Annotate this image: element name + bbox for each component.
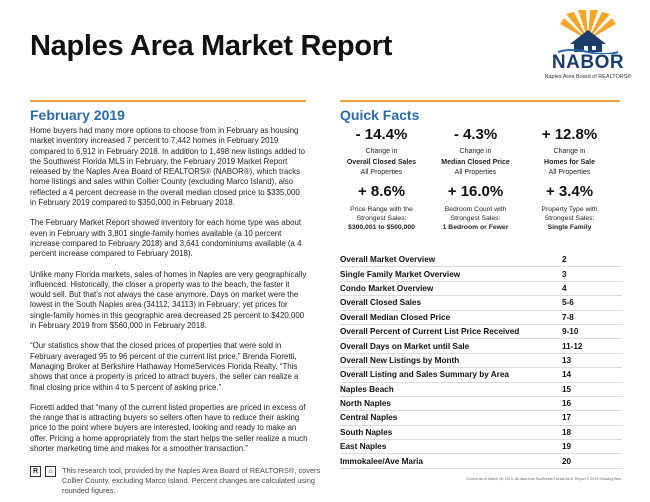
fact-value: + 8.6% (357, 183, 406, 200)
toc-label: Overall Listing and Sales Summary by Are… (340, 370, 509, 380)
toc-page: 3 (562, 269, 567, 279)
realtor-icon: R (30, 466, 41, 477)
toc-page: 19 (562, 442, 572, 452)
toc-row[interactable]: Overall Days on Market until Sale 11-12 (340, 339, 622, 354)
fact-line: Property Type with (541, 206, 598, 213)
toc-page: 16 (562, 399, 572, 409)
toc-page: 14 (562, 370, 572, 380)
fact-value: - 14.4% (355, 126, 408, 143)
toc-label: Overall Days on Market until Sale (340, 341, 470, 351)
toc-label: Central Naples (340, 413, 398, 423)
fact-value: + 12.8% (541, 126, 598, 143)
toc-row[interactable]: Single Family Market Overview 3 (340, 267, 622, 282)
toc-page: 11-12 (562, 341, 583, 351)
toc-row[interactable]: Condo Market Overview 4 (340, 282, 622, 297)
toc-label: East Naples (340, 442, 387, 452)
toc-page: 4 (562, 283, 567, 293)
toc-label: South Naples (340, 427, 393, 437)
nabor-logo: NABOR Naples Area Board of REALTORS® (538, 10, 638, 82)
fact-line: All Properties (454, 169, 497, 176)
fact-line: Homes for Sale (544, 158, 595, 166)
toc-page: 7-8 (562, 312, 574, 322)
fact-closed-sales: - 14.4% Change in Overall Closed Sales A… (335, 126, 428, 179)
fact-line: $300,001 to $500,000 (348, 224, 415, 231)
toc-row[interactable]: Overall Market Overview 2 (340, 253, 622, 268)
fact-value: - 4.3% (453, 126, 498, 143)
toc-row[interactable]: Naples Beach 15 (340, 383, 622, 397)
fact-line: Change in (365, 148, 398, 155)
toc-label: Overall New Listings by Month (340, 355, 460, 365)
fact-line: Overall Closed Sales (346, 158, 417, 166)
toc-label: Condo Market Overview (340, 283, 434, 293)
article-body: Home buyers had many more options to cho… (30, 126, 308, 464)
divider-right (340, 100, 620, 102)
toc-row[interactable]: Overall Closed Sales 5-6 (340, 296, 622, 311)
fact-homes-for-sale: + 12.8% Change in Homes for Sale All Pro… (523, 126, 616, 179)
article-paragraph: “Our statistics show that the closed pri… (30, 341, 299, 392)
toc-page: 13 (562, 355, 572, 365)
fact-line: Price Range with the (350, 206, 413, 213)
toc-row[interactable]: Overall Listing and Sales Summary by Are… (340, 368, 622, 383)
toc-row[interactable]: North Naples 16 (340, 397, 622, 412)
toc-page: 5-6 (562, 298, 574, 308)
article-paragraph: The February Market Report showed invent… (30, 218, 302, 259)
sunburst-house-icon (557, 10, 619, 54)
table-of-contents: Overall Market Overview 2 Single Family M… (340, 253, 622, 469)
fact-property-type: + 3.4% Property Type with Strongest Sale… (523, 183, 616, 232)
toc-label: Overall Median Closed Price (340, 312, 451, 322)
toc-label: Overall Closed Sales (340, 298, 422, 308)
fact-line: Single Family (547, 224, 592, 231)
fact-line: Strongest Sales: (544, 215, 595, 222)
fact-bedroom-count: + 16.0% Bedroom Count with Strongest Sal… (429, 183, 522, 232)
fact-value: + 16.0% (447, 183, 504, 200)
fact-price-range: + 8.6% Price Range with the Strongest Sa… (335, 183, 428, 232)
toc-label: Naples Beach (340, 384, 394, 394)
toc-row[interactable]: Central Naples 17 (340, 411, 622, 426)
toc-label: Overall Market Overview (340, 255, 436, 265)
toc-page: 9-10 (562, 327, 579, 337)
quick-facts-heading: Quick Facts (340, 107, 420, 123)
toc-row[interactable]: East Naples 19 (340, 440, 622, 455)
toc-row[interactable]: Overall Median Closed Price 7-8 (340, 311, 622, 325)
article-paragraph: Fioretti added that “many of the current… (30, 402, 308, 454)
footer-source: Current as of March 16, 2019. All data f… (466, 477, 622, 481)
fact-line: Bedroom Count with (444, 206, 507, 213)
footer-note: This research tool, provided by the Napl… (62, 466, 321, 495)
equal-housing-icon: ⌂ (45, 466, 56, 477)
fact-line: Change in (553, 148, 586, 155)
toc-page: 18 (562, 427, 572, 437)
logo-wordmark: NABOR (551, 52, 625, 73)
toc-page: 2 (562, 255, 567, 265)
fact-line: 1 Bedroom or Fewer (442, 224, 509, 231)
fact-line: Change in (459, 148, 492, 155)
page-title: Naples Area Market Report (30, 30, 393, 62)
toc-label: Immokalee/Ave Maria (340, 456, 423, 466)
article-paragraph: Home buyers had many more options to cho… (30, 126, 306, 208)
toc-label: North Naples (340, 399, 391, 409)
toc-row[interactable]: South Naples 18 (340, 426, 622, 441)
fact-line: Strongest Sales: (356, 215, 407, 222)
fact-line: All Properties (360, 169, 403, 176)
fact-line: Strongest Sales: (450, 215, 501, 222)
article-paragraph: Unlike many Florida markets, sales of ho… (30, 269, 307, 331)
toc-row[interactable]: Overall New Listings by Month 13 (340, 354, 622, 369)
footer-icons: R ⌂ (30, 466, 56, 477)
toc-page: 20 (562, 456, 572, 466)
toc-row[interactable]: Immokalee/Ave Maria 20 (340, 454, 622, 469)
fact-median-price: - 4.3% Change in Median Closed Price All… (429, 126, 522, 179)
toc-page: 15 (562, 384, 572, 394)
logo-subtitle: Naples Area Board of REALTORS® (544, 74, 632, 80)
divider-left (30, 100, 306, 102)
toc-page: 17 (562, 413, 572, 423)
toc-label: Single Family Market Overview (340, 269, 461, 279)
toc-row[interactable]: Overall Percent of Current List Price Re… (340, 325, 622, 340)
month-heading: February 2019 (30, 107, 125, 123)
fact-value: + 3.4% (545, 183, 594, 200)
toc-label: Overall Percent of Current List Price Re… (340, 327, 520, 337)
fact-line: All Properties (548, 169, 591, 176)
fact-line: Median Closed Price (441, 158, 510, 166)
